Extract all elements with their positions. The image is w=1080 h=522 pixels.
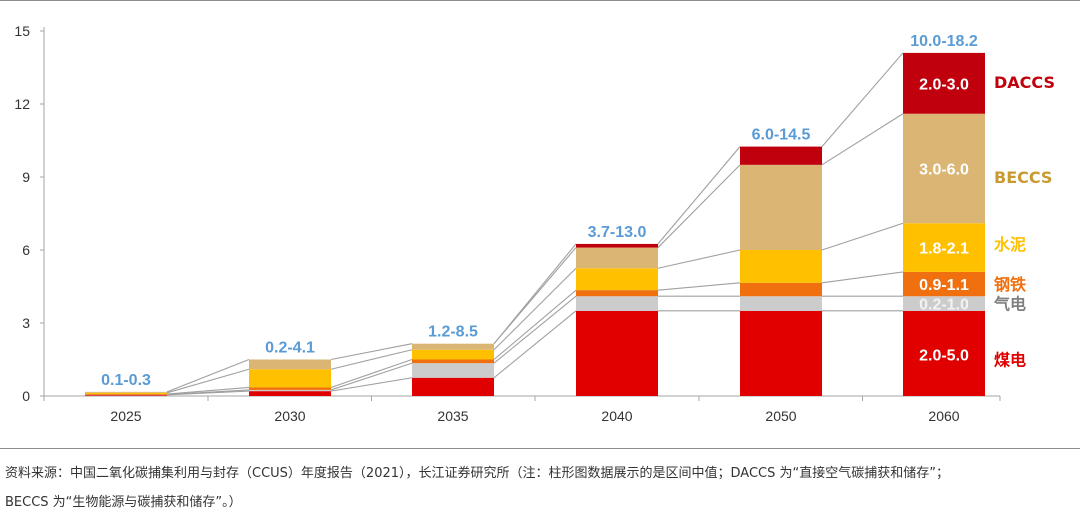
connector-line bbox=[330, 377, 413, 392]
stacked-bar-chart: 0 3 6 9 12 15 2025 2030 2035 2040 2050 2060 0.1-0.3 0… bbox=[14, 23, 1055, 424]
connector-line bbox=[330, 349, 413, 370]
connector-line bbox=[330, 343, 413, 361]
bar-segment-气电 bbox=[903, 296, 985, 311]
legend-label-4: BECCS bbox=[994, 168, 1052, 187]
connector-line bbox=[821, 52, 904, 147]
x-tick-label: 2030 bbox=[274, 408, 305, 424]
x-tick-label: 2025 bbox=[110, 408, 141, 424]
connector-line bbox=[493, 243, 577, 345]
connector-line bbox=[657, 249, 741, 269]
connector-line bbox=[657, 164, 741, 248]
segment-value-label: 3.0-6.0 bbox=[919, 161, 969, 178]
bar-segment-daccs bbox=[903, 52, 985, 114]
bar-segment-钢铁 bbox=[903, 271, 985, 297]
bar-total-label: 10.0-18.2 bbox=[910, 33, 978, 50]
bar-total-label: 1.2-8.5 bbox=[428, 324, 478, 341]
bar-segment-煤电 bbox=[412, 377, 494, 396]
bar-segment-beccs bbox=[903, 113, 985, 224]
y-tick-label: 12 bbox=[14, 96, 30, 112]
bar-segment-钢铁 bbox=[412, 359, 494, 364]
bar-segment-气电 bbox=[576, 296, 658, 311]
y-tick-label: 9 bbox=[22, 169, 30, 185]
segment-value-label: 0.9-1.1 bbox=[919, 277, 969, 294]
connector-line bbox=[493, 310, 577, 379]
bar-segment-钢铁 bbox=[576, 290, 658, 297]
bar-segment-水泥 bbox=[412, 349, 494, 360]
legend-label-3: 水泥 bbox=[994, 235, 1026, 254]
segment-value-label: 0.2-1.0 bbox=[919, 297, 969, 314]
connector-line bbox=[166, 386, 250, 395]
x-tick-label: 2035 bbox=[437, 408, 468, 424]
x-tick-label: 2040 bbox=[601, 408, 632, 424]
bar-total-label: 0.2-4.1 bbox=[265, 340, 315, 357]
bar-segment-水泥 bbox=[903, 223, 985, 272]
connector-line bbox=[657, 146, 741, 245]
x-tick-label: 2050 bbox=[765, 408, 796, 424]
segment-value-label: 2.0-5.0 bbox=[919, 348, 969, 365]
y-tick-label: 15 bbox=[14, 23, 30, 39]
source-line-2: BECCS 为“生物能源与碳捕获和储存”。） bbox=[5, 495, 242, 510]
bar-segment-beccs bbox=[412, 343, 494, 350]
connector-line bbox=[493, 295, 577, 364]
connector-line bbox=[330, 358, 413, 389]
bar-segment-煤电 bbox=[576, 310, 658, 396]
bar-segment-beccs bbox=[249, 359, 331, 370]
bar-segment-煤电 bbox=[903, 310, 985, 396]
bar-segment-煤电 bbox=[249, 391, 331, 396]
legend-label-2: 钢铁 bbox=[994, 275, 1026, 294]
segment-value-label: 1.8-2.1 bbox=[919, 241, 969, 258]
bar-segment-气电 bbox=[85, 394, 167, 396]
bar-segment-水泥 bbox=[85, 392, 167, 395]
bar-segment-beccs bbox=[740, 164, 822, 250]
bar-segment-daccs bbox=[740, 146, 822, 165]
bar-total-label: 6.0-14.5 bbox=[752, 127, 811, 144]
legend-label-1: 气电 bbox=[993, 295, 1026, 314]
bar-segment-钢铁 bbox=[85, 394, 167, 395]
connector-line bbox=[821, 222, 904, 251]
bar-segment-daccs bbox=[576, 243, 658, 248]
connector-line bbox=[821, 271, 904, 284]
x-tick-label: 2060 bbox=[928, 408, 959, 424]
bar-segment-水泥 bbox=[249, 369, 331, 388]
y-tick-label: 3 bbox=[22, 315, 30, 331]
top-rule bbox=[0, 0, 1080, 1]
connector-line bbox=[493, 289, 577, 360]
bar-total-label: 0.1-0.3 bbox=[101, 372, 151, 389]
bar-segment-beccs bbox=[85, 391, 167, 393]
connector-line bbox=[493, 267, 577, 351]
bar-segment-气电 bbox=[249, 389, 331, 392]
connector-line bbox=[821, 113, 904, 166]
segment-value-label: 2.0-3.0 bbox=[919, 76, 969, 93]
bar-segment-水泥 bbox=[576, 268, 658, 291]
bar-segment-煤电 bbox=[740, 310, 822, 396]
connector-line bbox=[166, 358, 250, 393]
bar-segment-水泥 bbox=[740, 250, 822, 283]
bar-total-label: 3.7-13.0 bbox=[588, 224, 647, 241]
bar-segment-气电 bbox=[740, 296, 822, 311]
connector-line bbox=[166, 368, 250, 394]
connector-line bbox=[166, 389, 250, 396]
bar-segment-钢铁 bbox=[740, 282, 822, 297]
legend-label-0: 煤电 bbox=[994, 351, 1026, 370]
connector-line bbox=[657, 282, 741, 291]
legend-label-5: DACCS bbox=[994, 73, 1055, 92]
y-tick-label: 0 bbox=[22, 388, 30, 404]
source-note: 资料来源：中国二氧化碳捕集利用与封存（CCUS）年度报告（2021），长江证券研… bbox=[5, 459, 1075, 517]
bar-segment-煤电 bbox=[85, 394, 167, 396]
bottom-rule bbox=[0, 448, 1080, 449]
connector-line bbox=[330, 362, 413, 391]
y-tick-label: 6 bbox=[22, 242, 30, 258]
bar-segment-beccs bbox=[576, 247, 658, 269]
bar-segment-钢铁 bbox=[249, 387, 331, 390]
bar-segment-气电 bbox=[412, 363, 494, 378]
source-line-1: 资料来源：中国二氧化碳捕集利用与封存（CCUS）年度报告（2021），长江证券研… bbox=[5, 466, 949, 481]
